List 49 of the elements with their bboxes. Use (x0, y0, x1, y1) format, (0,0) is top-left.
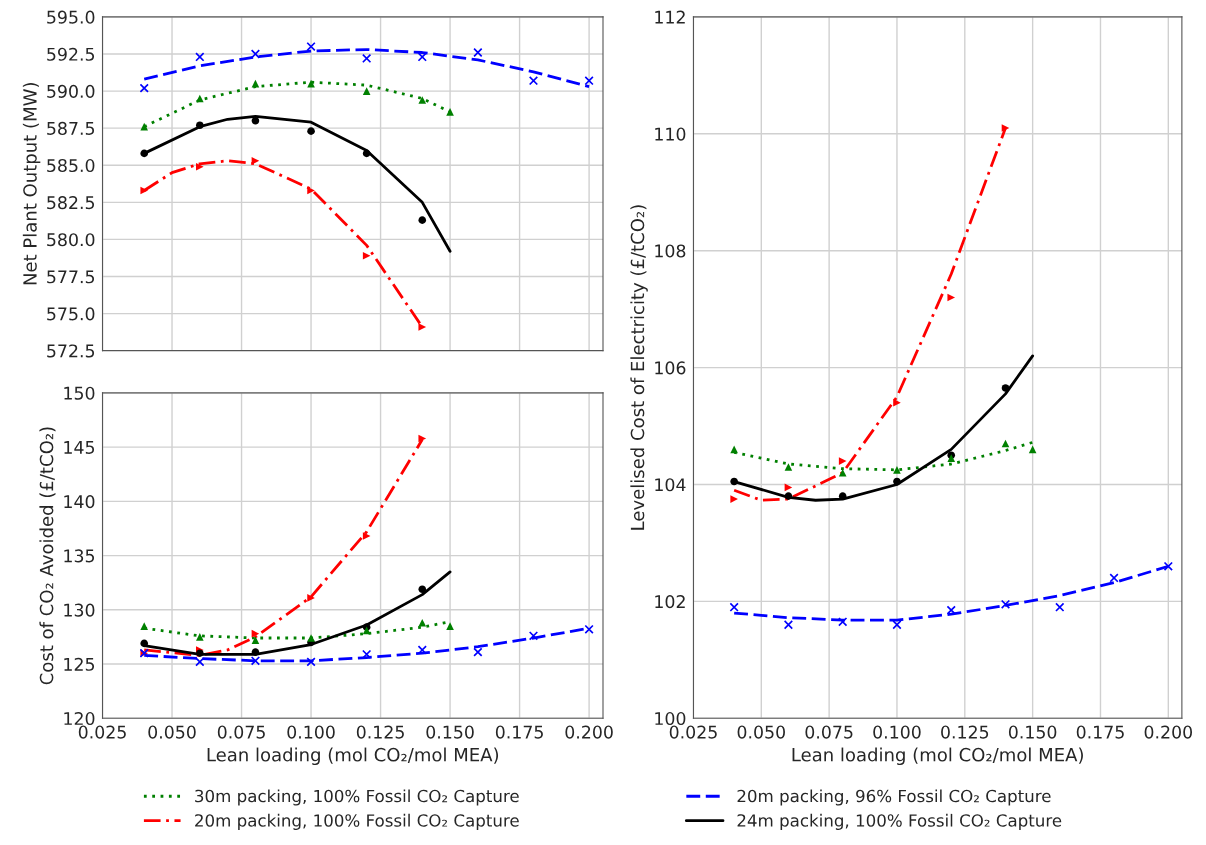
x-tick-label: 0.150 (426, 725, 474, 739)
y-tick-label: 108 (655, 244, 686, 258)
x-tick-label: 0.150 (1008, 725, 1057, 739)
x-tick-label: 0.100 (287, 725, 335, 739)
y-tick-label: 106 (655, 361, 686, 375)
x-axis-title: Lean loading (mol CO₂/mol MEA) (207, 747, 499, 766)
x-tick-label: 0.100 (873, 725, 921, 739)
y-tick-label: 577.5 (47, 270, 95, 284)
y-tick-label: 587.5 (47, 121, 95, 135)
y-tick-label: 102 (655, 595, 685, 609)
y-axis-title: Levelised Cost of Electricity (£/tCO₂) (630, 205, 648, 530)
x-tick-label: 0.125 (941, 725, 989, 739)
legend-label: 20m packing, 100% Fossil CO₂ Capture (195, 813, 519, 830)
y-axis-title: Cost of CO₂ Avoided (£/tCO₂) (39, 427, 56, 685)
y-tick-label: 104 (655, 478, 686, 492)
y-tick-label: 100 (655, 711, 686, 726)
y-tick-label: 135 (64, 549, 95, 563)
x-tick-label: 0.200 (565, 725, 613, 739)
y-tick-label: 145 (64, 441, 95, 454)
x-tick-label: 0.050 (737, 725, 785, 739)
x-tick-label: 0.200 (1144, 725, 1193, 739)
x-tick-label: 0.175 (495, 725, 543, 739)
y-tick-label: 150 (64, 386, 95, 400)
y-axis-title: Net Plant Output (MW) (22, 83, 41, 285)
y-tick-label: 585.0 (47, 158, 95, 173)
legend-label: 30m packing, 100% Fossil CO₂ Capture (195, 789, 519, 806)
x-tick-label: 0.025 (669, 725, 717, 739)
y-tick-label: 575.0 (47, 307, 95, 321)
y-tick-label: 580.0 (47, 233, 95, 247)
x-tick-label: 0.125 (356, 725, 404, 739)
y-tick-label: 140 (64, 495, 95, 509)
y-tick-label: 130 (64, 603, 95, 617)
y-tick-label: 112 (655, 10, 685, 24)
x-axis-title: Lean loading (mol CO₂/mol MEA) (792, 747, 1083, 766)
y-tick-label: 110 (655, 127, 686, 141)
x-tick-label: 0.050 (148, 725, 196, 739)
y-tick-label: 125 (64, 657, 95, 671)
x-tick-label: 0.075 (805, 725, 853, 739)
y-tick-label: 582.5 (47, 196, 95, 210)
y-tick-label: 120 (64, 711, 95, 726)
y-tick-label: 595.0 (47, 10, 95, 24)
y-tick-label: 572.5 (47, 344, 95, 358)
legend-label: 20m packing, 96% Fossil CO₂ Capture (737, 789, 1051, 806)
x-tick-label: 0.075 (217, 725, 265, 739)
y-tick-label: 590.0 (47, 84, 95, 98)
y-tick-label: 592.5 (47, 47, 95, 61)
x-tick-label: 0.025 (78, 725, 126, 739)
legend-label: 24m packing, 100% Fossil CO₂ Capture (737, 813, 1062, 830)
x-tick-label: 0.175 (1076, 725, 1124, 739)
